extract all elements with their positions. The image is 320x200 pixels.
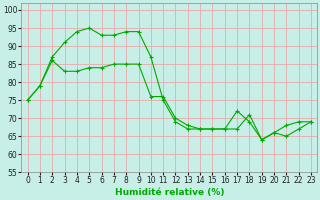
X-axis label: Humidité relative (%): Humidité relative (%) [115,188,224,197]
